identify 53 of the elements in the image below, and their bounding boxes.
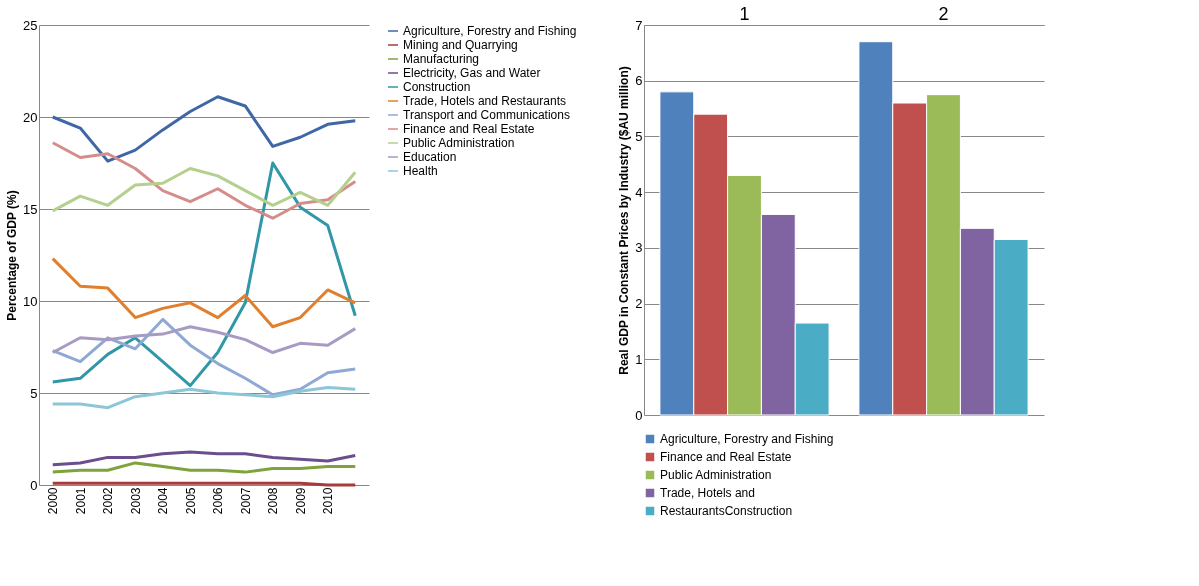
- legend-label: Agriculture, Forestry and Fishing: [660, 432, 834, 446]
- legend-label: Finance and Real Estate: [403, 122, 535, 136]
- x-tick-label: 2000: [46, 487, 61, 515]
- y-tick-label: 15: [23, 201, 38, 217]
- legend-label: Public Administration: [660, 468, 772, 482]
- line-series: [51, 95, 357, 163]
- legend-label: Transport and Communications: [403, 108, 570, 122]
- x-tick-label: 2008: [266, 487, 281, 515]
- legend-label: Manufacturing: [403, 52, 480, 66]
- legend-label: Mining and Quarrying: [403, 38, 518, 52]
- legend-label: Public Administration: [403, 136, 515, 150]
- y-tick-label: 4: [635, 184, 643, 200]
- x-tick-label: 2007: [238, 487, 253, 515]
- y-tick-label: 0: [30, 477, 38, 493]
- y-tick-label: 0: [635, 407, 643, 423]
- legend-label: Electricity, Gas and Water: [403, 66, 541, 80]
- y-tick-label: 20: [23, 109, 38, 125]
- x-tick-label: 2009: [293, 487, 308, 515]
- y-tick-label: 10: [23, 293, 38, 309]
- legend-label: Education: [403, 150, 457, 164]
- y-tick-label: 6: [635, 73, 643, 89]
- line-series: [51, 141, 357, 220]
- x-tick-label: 2010: [321, 487, 336, 515]
- line-series: [51, 167, 357, 213]
- y-tick-label: 25: [23, 17, 38, 33]
- x-tick-label: 2004: [156, 487, 171, 515]
- line-series: [51, 161, 357, 388]
- x-tick-label: 2003: [128, 487, 143, 515]
- legend-label: Agriculture, Forestry and Fishing: [403, 24, 577, 38]
- legend-label: Health: [403, 164, 438, 178]
- legend-label: Finance and Real Estate: [660, 450, 792, 464]
- y-tick-label: 5: [635, 128, 643, 144]
- legend-label: RestaurantsConstruction: [660, 504, 793, 518]
- line-series: [51, 461, 357, 474]
- y-tick-label: 5: [30, 385, 38, 401]
- x-tick-label: 2001: [73, 487, 88, 515]
- line-series: [51, 325, 357, 355]
- x-tick-label: 2006: [211, 487, 226, 515]
- legend-label: Trade, Hotels and Restaurants: [403, 94, 566, 108]
- y-axis-title: Real GDP in Constant Prices by Industry ($AU million): [617, 66, 632, 375]
- x-tick-label: 2005: [183, 487, 198, 515]
- line-series: [51, 450, 357, 467]
- y-tick-label: 2: [635, 296, 643, 312]
- y-tick-label: 1: [635, 351, 643, 367]
- line-series: [51, 385, 357, 410]
- line-series: [51, 317, 357, 397]
- y-tick-label: 3: [635, 240, 643, 256]
- legend-label: Trade, Hotels and: [660, 486, 755, 500]
- y-axis-title: Percentage of GDP (%): [5, 190, 20, 321]
- legend-label: Construction: [403, 80, 471, 94]
- y-tick-label: 7: [635, 17, 643, 33]
- x-tick-label: 2002: [101, 487, 116, 515]
- line-series: [51, 257, 357, 329]
